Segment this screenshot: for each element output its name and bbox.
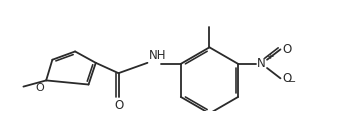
- Text: N: N: [256, 57, 265, 70]
- Text: NH: NH: [148, 49, 166, 62]
- Text: O: O: [35, 83, 44, 93]
- Text: O: O: [114, 99, 123, 112]
- Text: O: O: [283, 43, 292, 56]
- Text: +: +: [266, 52, 274, 61]
- Text: −: −: [288, 78, 296, 87]
- Text: O: O: [283, 72, 292, 85]
